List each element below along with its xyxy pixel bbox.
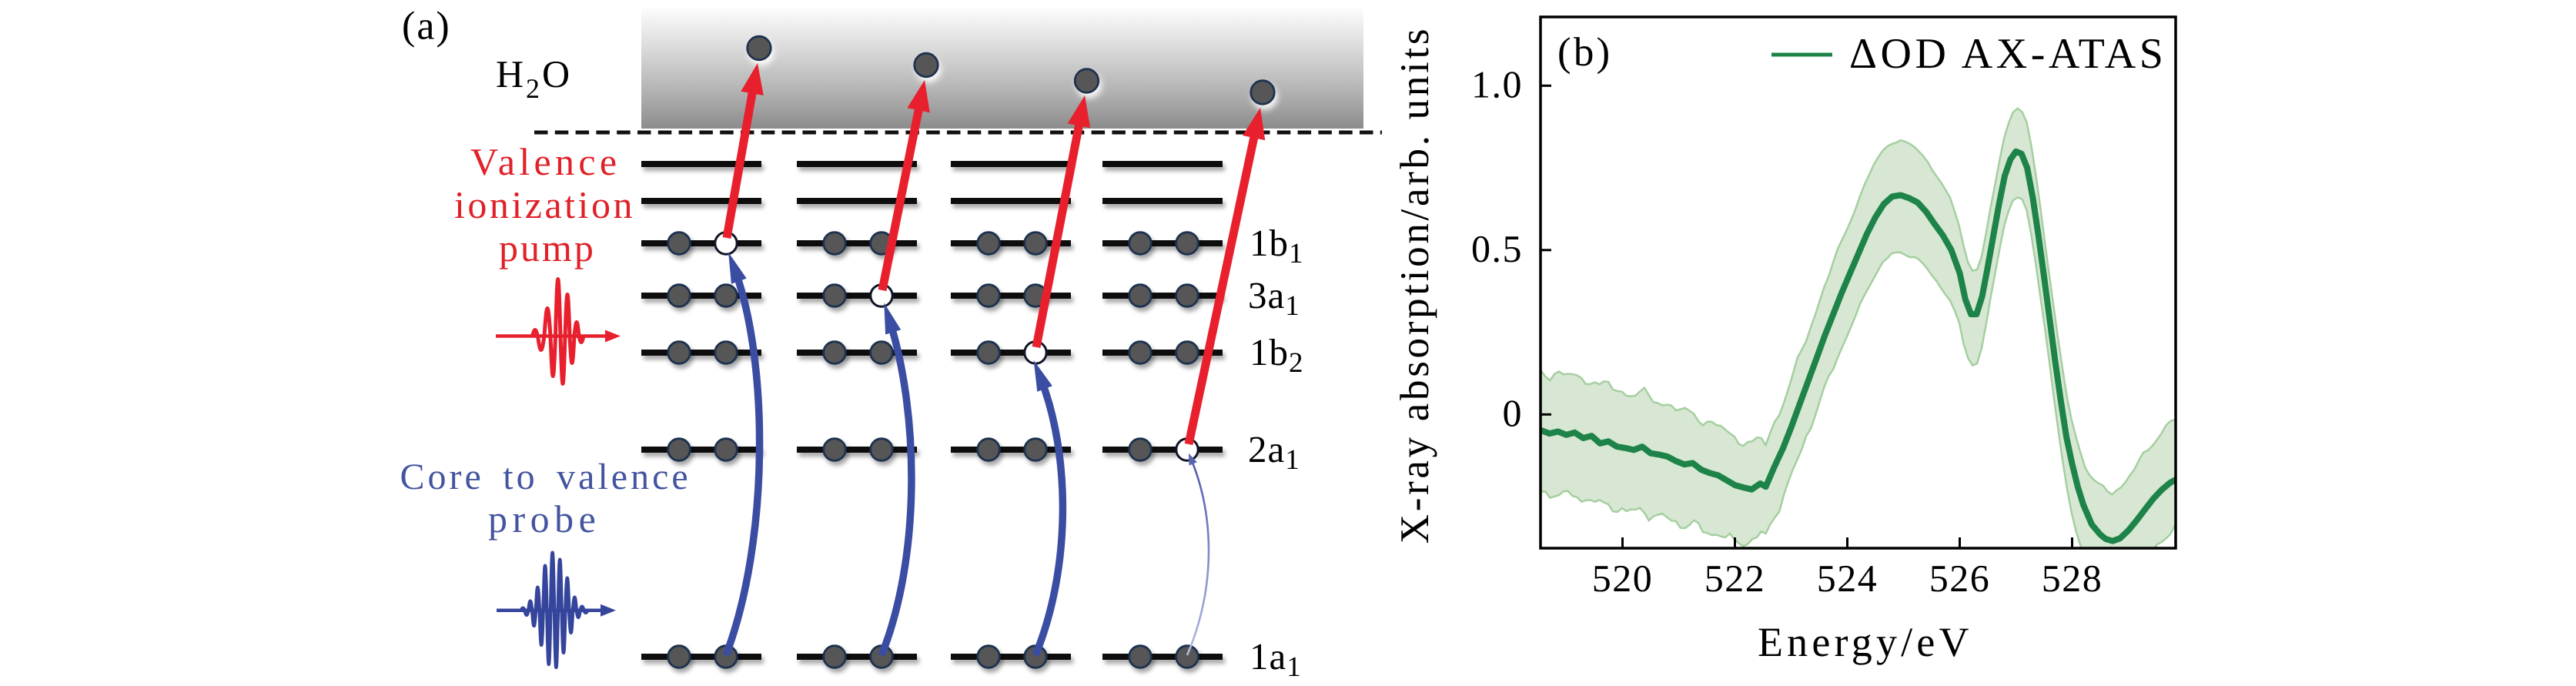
svg-text:528: 528 <box>2042 557 2103 600</box>
svg-text:2: 2 <box>526 73 540 104</box>
svg-text:522: 522 <box>1705 557 1766 600</box>
svg-text:0.5: 0.5 <box>1471 227 1523 270</box>
svg-text:0: 0 <box>1503 391 1524 434</box>
svg-text:H: H <box>496 52 524 95</box>
svg-text:Valence: Valence <box>470 140 621 183</box>
svg-text:X-ray absorption/arb. units: X-ray absorption/arb. units <box>1393 26 1437 544</box>
svg-text:526: 526 <box>1929 557 1991 600</box>
svg-text:1.0: 1.0 <box>1471 62 1523 105</box>
svg-text:O: O <box>542 52 570 95</box>
svg-text:2a1: 2a1 <box>1248 428 1300 476</box>
svg-text:1b1: 1b1 <box>1250 222 1304 269</box>
svg-text:524: 524 <box>1817 557 1878 600</box>
svg-text:ΔOD AX-ATAS: ΔOD AX-ATAS <box>1849 30 2166 78</box>
svg-text:Energy/eV: Energy/eV <box>1758 619 1973 665</box>
svg-text:pump: pump <box>499 226 596 269</box>
svg-text:(a): (a) <box>402 5 451 49</box>
svg-text:Core to valence: Core to valence <box>400 457 691 497</box>
svg-text:520: 520 <box>1592 557 1654 600</box>
svg-text:ionization: ionization <box>454 183 635 226</box>
svg-text:probe: probe <box>488 497 601 540</box>
svg-text:(b): (b) <box>1557 30 1612 75</box>
